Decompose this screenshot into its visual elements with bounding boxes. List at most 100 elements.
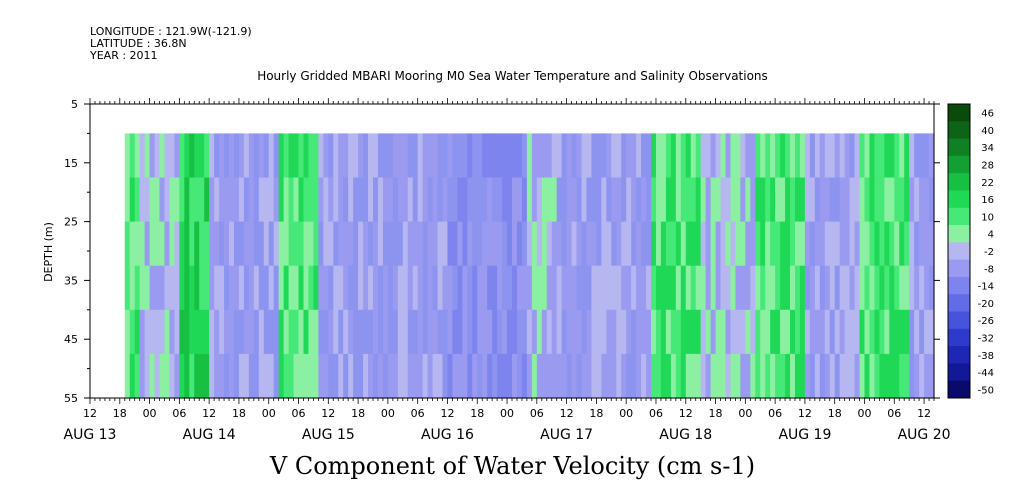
- colorbar-label: -8: [984, 264, 994, 275]
- heatmap-cell: [462, 133, 468, 179]
- heatmap-cell: [392, 177, 399, 223]
- heatmap-cell: [576, 221, 583, 267]
- heatmap-cell: [308, 133, 315, 179]
- heatmap-cell: [755, 221, 761, 267]
- colorbar-swatch: [948, 363, 970, 382]
- x-hour-label: 18: [709, 407, 723, 420]
- heatmap-cell: [631, 353, 637, 399]
- heatmap-cell: [790, 309, 796, 355]
- heatmap-cell: [293, 309, 300, 355]
- heatmap-cell: [864, 309, 871, 355]
- heatmap-cell: [735, 133, 741, 179]
- heatmap-cell: [864, 221, 871, 267]
- heatmap-cell: [258, 177, 265, 223]
- heatmap-cell: [819, 265, 826, 311]
- heatmap-cell: [804, 353, 811, 399]
- heatmap-cell: [372, 177, 379, 223]
- heatmap-cell: [770, 265, 776, 311]
- heatmap-cell: [695, 133, 702, 179]
- heatmap-cell: [358, 177, 364, 223]
- heatmap-cell: [189, 353, 195, 399]
- heatmap-cell: [839, 177, 846, 223]
- heatmap-cell: [929, 133, 935, 179]
- heatmap-cell: [492, 265, 498, 311]
- heatmap-cell: [616, 221, 622, 267]
- heatmap-cell: [884, 221, 890, 267]
- heatmap-cell: [670, 309, 677, 355]
- heatmap-cell: [675, 309, 682, 355]
- heatmap-cell: [407, 133, 414, 179]
- heatmap-cell: [204, 265, 210, 311]
- heatmap-cell: [233, 177, 240, 223]
- heatmap-cell: [134, 309, 141, 355]
- heatmap-cell: [368, 177, 374, 223]
- heatmap-cell: [586, 177, 593, 223]
- heatmap-cell: [293, 265, 300, 311]
- x-hour-label: 12: [440, 407, 454, 420]
- heatmap-cell: [273, 353, 280, 399]
- latitude-label: LATITUDE : 36.8N: [90, 37, 187, 50]
- heatmap-cell: [690, 133, 697, 179]
- heatmap-cell: [149, 265, 156, 311]
- heatmap-cell: [278, 133, 285, 179]
- heatmap-cell: [139, 265, 146, 311]
- heatmap-cell: [502, 353, 508, 399]
- heatmap-cell: [531, 221, 538, 267]
- heatmap-cell: [452, 353, 458, 399]
- heatmap-cell: [387, 221, 394, 267]
- heatmap-cell: [149, 221, 156, 267]
- heatmap-cell: [551, 353, 558, 399]
- heatmap-cell: [452, 221, 458, 267]
- heatmap-cell: [541, 265, 548, 311]
- heatmap-cell: [879, 177, 885, 223]
- heatmap-cell: [720, 353, 727, 399]
- heatmap-cell: [219, 133, 225, 179]
- heatmap-cell: [879, 309, 885, 355]
- heatmap-cell: [814, 265, 821, 311]
- heatmap-cell: [670, 353, 677, 399]
- heatmap-cell: [224, 265, 230, 311]
- heatmap-cell: [338, 265, 344, 311]
- heatmap-cell: [720, 309, 727, 355]
- heatmap-cell: [924, 353, 930, 399]
- heatmap-cell: [919, 309, 925, 355]
- heatmap-cell: [179, 353, 185, 399]
- heatmap-cell: [705, 133, 712, 179]
- colorbar-label: 10: [981, 212, 994, 223]
- heatmap-cell: [914, 309, 920, 355]
- heatmap-cell: [377, 309, 384, 355]
- heatmap-cell: [735, 221, 741, 267]
- heatmap-cell: [214, 177, 220, 223]
- heatmap-cell: [839, 353, 846, 399]
- colorbar-swatch: [948, 276, 970, 295]
- heatmap-cell: [154, 177, 161, 223]
- heatmap-cell: [586, 353, 593, 399]
- heatmap-cell: [387, 177, 394, 223]
- heatmap-cell: [502, 177, 508, 223]
- heatmap-cell: [397, 265, 404, 311]
- heatmap-cell: [353, 309, 359, 355]
- heatmap-cell: [199, 309, 205, 355]
- heatmap-cell: [129, 309, 136, 355]
- heatmap-cell: [546, 133, 553, 179]
- heatmap-cell: [670, 265, 677, 311]
- heatmap-cell: [869, 265, 876, 311]
- heatmap-cell: [655, 265, 662, 311]
- heatmap-cell: [715, 309, 722, 355]
- heatmap-cell: [854, 265, 861, 311]
- heatmap-cell: [641, 309, 647, 355]
- heatmap-cell: [392, 133, 399, 179]
- heatmap-cell: [402, 133, 409, 179]
- heatmap-cell: [571, 177, 578, 223]
- heatmap-cell: [541, 309, 548, 355]
- heatmap-cell: [497, 221, 503, 267]
- heatmap-cell: [248, 133, 255, 179]
- heatmap-cell: [472, 221, 478, 267]
- heatmap-cell: [184, 177, 190, 223]
- heatmap-cell: [382, 353, 389, 399]
- heatmap-cell: [313, 133, 319, 179]
- heatmap-cell: [914, 177, 920, 223]
- heatmap-cell: [561, 353, 568, 399]
- heatmap-cell: [189, 177, 195, 223]
- heatmap-cell: [124, 309, 131, 355]
